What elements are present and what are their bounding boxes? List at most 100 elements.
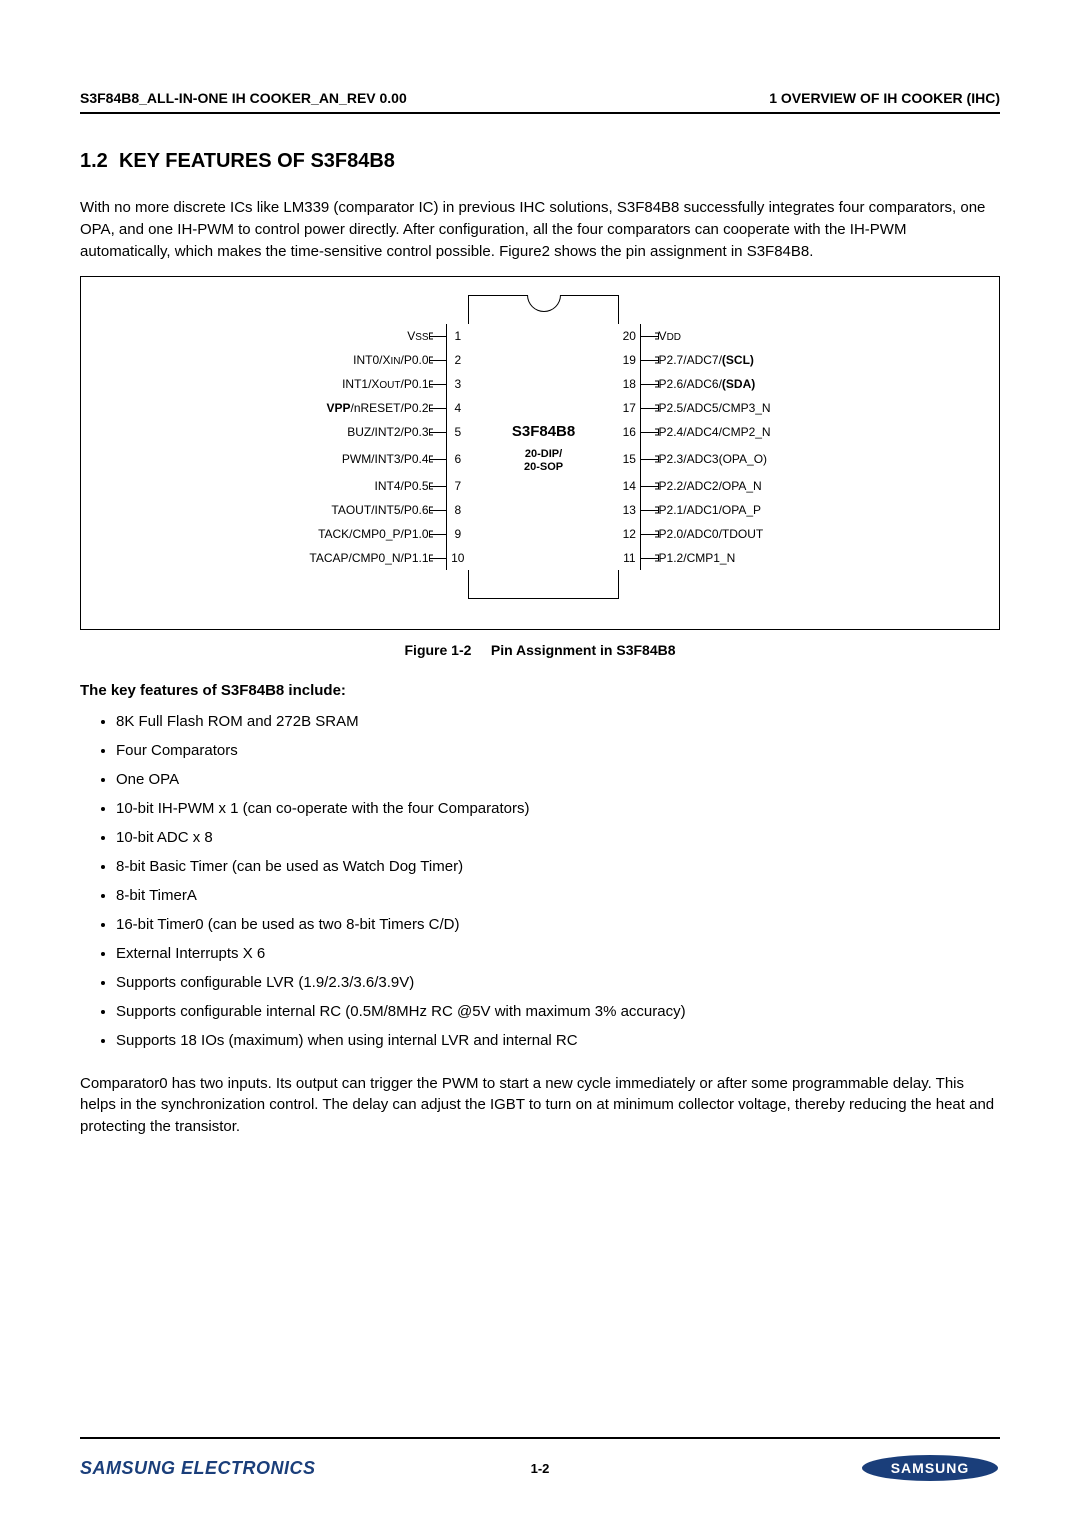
- pin-left-label: VSS: [309, 324, 428, 348]
- feature-item: One OPA: [116, 771, 1000, 788]
- pin-left-label: INT0/XIN/P0.0: [309, 348, 428, 372]
- pin-left-label: BUZ/INT2/P0.3: [309, 420, 428, 444]
- pin-number-left: 4: [447, 396, 469, 420]
- pin-right-label: P2.5/ADC5/CMP3_N: [659, 396, 771, 420]
- chip-body: [469, 396, 619, 420]
- section-title: 1.2 KEY FEATURES OF S3F84B8: [80, 150, 1000, 173]
- pin-number-left: 8: [447, 498, 469, 522]
- chip-body: [469, 498, 619, 522]
- figure-label: Figure 1-2: [405, 642, 472, 658]
- chip-body: S3F84B8: [469, 420, 619, 444]
- chip-body: 20-DIP/20-SOP: [469, 444, 619, 474]
- pin-connector-icon: [641, 474, 659, 498]
- chip-body: [469, 348, 619, 372]
- pin-right-label: P1.2/CMP1_N: [659, 546, 771, 570]
- chip-body: [469, 474, 619, 498]
- pin-connector-icon: [429, 474, 447, 498]
- feature-item: 8K Full Flash ROM and 272B SRAM: [116, 713, 1000, 730]
- pin-connector-icon: [641, 396, 659, 420]
- chip-body: [469, 522, 619, 546]
- pin-number-left: 1: [447, 324, 469, 348]
- pin-number-right: 12: [619, 522, 641, 546]
- trailing-paragraph: Comparator0 has two inputs. Its output c…: [80, 1073, 1000, 1138]
- figure-box: VSS 1 20 VDD INT0/XIN/P0.0 2 19 P2.7/ADC7/(SCL)…: [80, 276, 1000, 629]
- pin-connector-icon: [429, 420, 447, 444]
- pin-number-right: 11: [619, 546, 641, 570]
- pin-right-label: P2.3/ADC3(OPA_O): [659, 444, 771, 474]
- pin-number-right: 19: [619, 348, 641, 372]
- feature-item: Supports configurable internal RC (0.5M/…: [116, 1003, 1000, 1020]
- pin-number-right: 18: [619, 372, 641, 396]
- pin-number-right: 17: [619, 396, 641, 420]
- pin-connector-icon: [429, 498, 447, 522]
- header-left: S3F84B8_ALL-IN-ONE IH COOKER_AN_REV 0.00: [80, 90, 407, 106]
- intro-paragraph: With no more discrete ICs like LM339 (co…: [80, 197, 1000, 262]
- pin-connector-icon: [429, 522, 447, 546]
- chip-package: 20-DIP/20-SOP: [469, 448, 619, 474]
- page-footer: SAMSUNG ELECTRONICS 1-2 SAMSUNG: [80, 1437, 1000, 1483]
- pin-left-label: PWM/INT3/P0.4: [309, 444, 428, 474]
- pin-number-right: 20: [619, 324, 641, 348]
- pin-number-left: 2: [447, 348, 469, 372]
- features-heading: The key features of S3F84B8 include:: [80, 682, 1000, 699]
- pin-connector-icon: [641, 546, 659, 570]
- pin-right-label: P2.1/ADC1/OPA_P: [659, 498, 771, 522]
- pin-number-right: 14: [619, 474, 641, 498]
- pin-number-right: 16: [619, 420, 641, 444]
- pin-connector-icon: [641, 372, 659, 396]
- pin-number-left: 5: [447, 420, 469, 444]
- footer-page-number: 1-2: [531, 1461, 550, 1476]
- page-header: S3F84B8_ALL-IN-ONE IH COOKER_AN_REV 0.00…: [80, 90, 1000, 114]
- chip-notch-icon: [527, 295, 561, 312]
- pin-left-label: TACK/CMP0_P/P1.0: [309, 522, 428, 546]
- pin-connector-icon: [641, 324, 659, 348]
- feature-item: 16-bit Timer0 (can be used as two 8-bit …: [116, 916, 1000, 933]
- footer-company: SAMSUNG ELECTRONICS: [80, 1458, 316, 1479]
- pin-connector-icon: [429, 372, 447, 396]
- chip-part-name: S3F84B8: [469, 423, 619, 440]
- pin-connector-icon: [641, 444, 659, 474]
- pin-right-label: P2.2/ADC2/OPA_N: [659, 474, 771, 498]
- pin-connector-icon: [429, 546, 447, 570]
- pin-connector-icon: [641, 348, 659, 372]
- pin-connector-icon: [429, 396, 447, 420]
- pin-left-label: VPP/nRESET/P0.2: [309, 396, 428, 420]
- pin-number-left: 9: [447, 522, 469, 546]
- feature-item: 8-bit Basic Timer (can be used as Watch …: [116, 858, 1000, 875]
- pin-right-label: P2.6/ADC6/(SDA): [659, 372, 771, 396]
- pin-connector-icon: [641, 498, 659, 522]
- chip-body: [469, 324, 619, 348]
- chip-pinout-diagram: VSS 1 20 VDD INT0/XIN/P0.0 2 19 P2.7/ADC7/(SCL)…: [309, 295, 770, 598]
- chip-body: [469, 372, 619, 396]
- pin-number-right: 15: [619, 444, 641, 474]
- feature-item: Four Comparators: [116, 742, 1000, 759]
- pin-connector-icon: [429, 348, 447, 372]
- section-number: 1.2: [80, 150, 108, 172]
- header-right: 1 OVERVIEW OF IH COOKER (IHC): [769, 90, 1000, 106]
- samsung-logo-icon: SAMSUNG: [860, 1453, 1000, 1483]
- pin-left-label: INT1/XOUT/P0.1: [309, 372, 428, 396]
- pin-left-label: TACAP/CMP0_N/P1.1: [309, 546, 428, 570]
- figure-caption: Figure 1-2 Pin Assignment in S3F84B8: [80, 642, 1000, 658]
- pin-connector-icon: [641, 420, 659, 444]
- feature-item: 10-bit IH-PWM x 1 (can co-operate with t…: [116, 800, 1000, 817]
- pin-right-label: P2.4/ADC4/CMP2_N: [659, 420, 771, 444]
- figure-title: Pin Assignment in S3F84B8: [491, 642, 676, 658]
- pin-right-label: P2.0/ADC0/TDOUT: [659, 522, 771, 546]
- pin-number-left: 10: [447, 546, 469, 570]
- pin-connector-icon: [429, 444, 447, 474]
- section-heading: KEY FEATURES OF S3F84B8: [119, 150, 395, 172]
- pin-left-label: TAOUT/INT5/P0.6: [309, 498, 428, 522]
- pin-connector-icon: [429, 324, 447, 348]
- pin-right-label: VDD: [659, 324, 771, 348]
- pin-right-label: P2.7/ADC7/(SCL): [659, 348, 771, 372]
- svg-text:SAMSUNG: SAMSUNG: [891, 1460, 970, 1476]
- pin-connector-icon: [641, 522, 659, 546]
- pin-number-left: 7: [447, 474, 469, 498]
- features-list: 8K Full Flash ROM and 272B SRAM Four Comp…: [80, 713, 1000, 1049]
- pin-number-left: 6: [447, 444, 469, 474]
- pin-number-right: 13: [619, 498, 641, 522]
- feature-item: 8-bit TimerA: [116, 887, 1000, 904]
- feature-item: External Interrupts X 6: [116, 945, 1000, 962]
- feature-item: 10-bit ADC x 8: [116, 829, 1000, 846]
